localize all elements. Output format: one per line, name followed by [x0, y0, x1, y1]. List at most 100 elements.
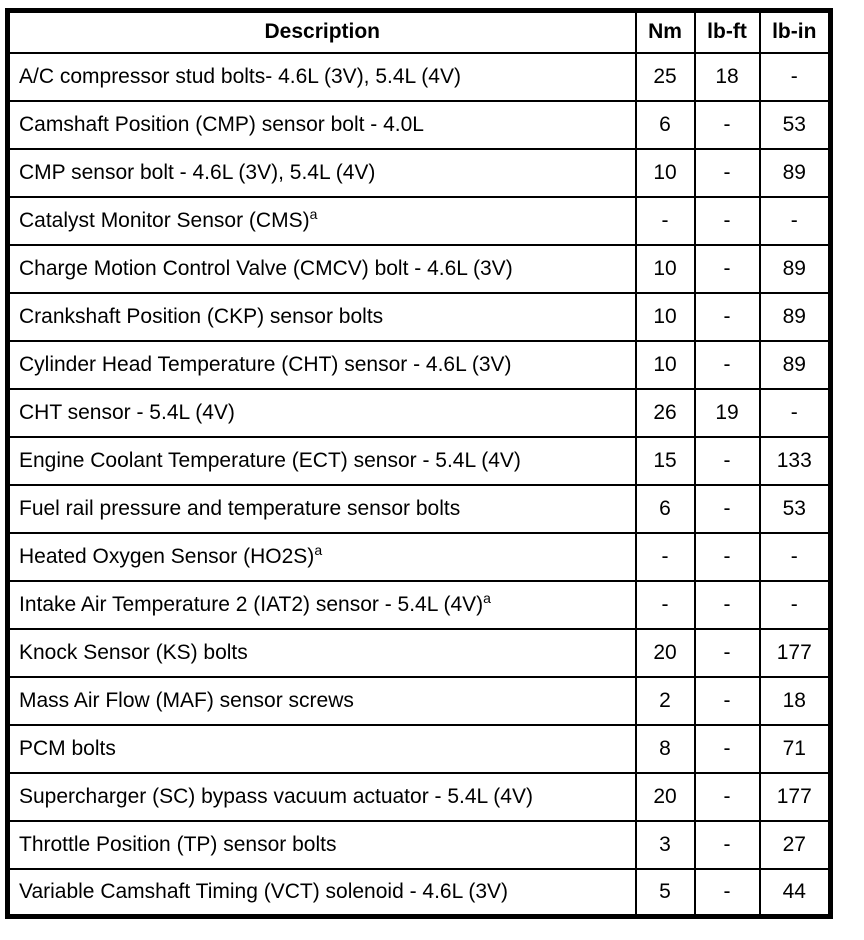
row-description-text: Mass Air Flow (MAF) sensor screws [19, 688, 354, 712]
row-description-text: Engine Coolant Temperature (ECT) sensor … [19, 448, 521, 472]
table-row: A/C compressor stud bolts- 4.6L (3V), 5.… [6, 51, 832, 102]
row-lb-in-value: - [758, 195, 832, 246]
row-description: Engine Coolant Temperature (ECT) sensor … [6, 435, 637, 486]
row-description-text: PCM bolts [19, 736, 116, 760]
row-lb-ft-value: - [693, 675, 761, 726]
row-description: Heated Oxygen Sensor (HO2S)a [6, 531, 637, 582]
row-description: PCM bolts [6, 723, 637, 774]
row-lb-ft-value: - [693, 579, 761, 630]
row-lb-ft-value: 18 [693, 51, 761, 102]
table-row: Cylinder Head Temperature (CHT) sensor -… [6, 339, 832, 390]
row-description: CMP sensor bolt - 4.6L (3V), 5.4L (4V) [6, 147, 637, 198]
row-nm-value: 26 [634, 387, 696, 438]
row-nm-value: - [634, 579, 696, 630]
row-nm-value: 8 [634, 723, 696, 774]
row-lb-in-value: 89 [758, 291, 832, 342]
row-lb-in-value: 133 [758, 435, 832, 486]
header-nm: Nm [634, 9, 696, 54]
table-body: A/C compressor stud bolts- 4.6L (3V), 5.… [6, 51, 832, 918]
row-lb-ft-value: - [693, 483, 761, 534]
row-nm-value: 10 [634, 243, 696, 294]
row-nm-value: 10 [634, 339, 696, 390]
header-row: Description Nm lb-ft lb-in [6, 9, 832, 54]
table-row: Fuel rail pressure and temperature senso… [6, 483, 832, 534]
header-lb-ft: lb-ft [693, 9, 761, 54]
table-row: Charge Motion Control Valve (CMCV) bolt … [6, 243, 832, 294]
row-lb-ft-value: - [693, 867, 761, 918]
table-row: Variable Camshaft Timing (VCT) solenoid … [6, 867, 832, 918]
table-row: Catalyst Monitor Sensor (CMS)a - - - [6, 195, 832, 246]
table-row: CHT sensor - 5.4L (4V) 26 19 - [6, 387, 832, 438]
table-row: PCM bolts 8 - 71 [6, 723, 832, 774]
row-nm-value: 20 [634, 771, 696, 822]
row-lb-ft-value: - [693, 435, 761, 486]
row-description-text: Cylinder Head Temperature (CHT) sensor -… [19, 352, 512, 376]
row-description-text: Heated Oxygen Sensor (HO2S) [19, 544, 315, 568]
row-description: A/C compressor stud bolts- 4.6L (3V), 5.… [6, 51, 637, 102]
row-nm-value: 15 [634, 435, 696, 486]
torque-spec-table: Description Nm lb-ft lb-in A/C compresso… [5, 8, 833, 919]
row-lb-ft-value: - [693, 819, 761, 870]
row-description-text: Fuel rail pressure and temperature senso… [19, 496, 461, 520]
row-lb-in-value: - [758, 579, 832, 630]
row-lb-ft-value: - [693, 291, 761, 342]
row-description-text: Variable Camshaft Timing (VCT) solenoid … [19, 879, 509, 903]
row-lb-ft-value: - [693, 339, 761, 390]
row-description: CHT sensor - 5.4L (4V) [6, 387, 637, 438]
footnote-marker: a [309, 205, 318, 222]
table-row: Engine Coolant Temperature (ECT) sensor … [6, 435, 832, 486]
row-description: Throttle Position (TP) sensor bolts [6, 819, 637, 870]
table-row: Supercharger (SC) bypass vacuum actuator… [6, 771, 832, 822]
row-lb-ft-value: - [693, 723, 761, 774]
row-description: Knock Sensor (KS) bolts [6, 627, 637, 678]
row-lb-in-value: - [758, 387, 832, 438]
row-lb-in-value: 71 [758, 723, 832, 774]
row-description-text: A/C compressor stud bolts- 4.6L (3V), 5.… [19, 64, 461, 88]
row-lb-in-value: 27 [758, 819, 832, 870]
table-row: Mass Air Flow (MAF) sensor screws 2 - 18 [6, 675, 832, 726]
row-lb-in-value: 177 [758, 627, 832, 678]
row-lb-in-value: 53 [758, 483, 832, 534]
row-description: Camshaft Position (CMP) sensor bolt - 4.… [6, 99, 637, 150]
row-description-text: Camshaft Position (CMP) sensor bolt - 4.… [19, 112, 424, 136]
row-lb-in-value: - [758, 51, 832, 102]
row-nm-value: 2 [634, 675, 696, 726]
row-nm-value: 10 [634, 291, 696, 342]
table-row: Crankshaft Position (CKP) sensor bolts 1… [6, 291, 832, 342]
row-nm-value: 20 [634, 627, 696, 678]
row-lb-ft-value: - [693, 243, 761, 294]
table-row: Camshaft Position (CMP) sensor bolt - 4.… [6, 99, 832, 150]
row-lb-ft-value: - [693, 771, 761, 822]
row-lb-in-value: 18 [758, 675, 832, 726]
row-description-text: Knock Sensor (KS) bolts [19, 640, 248, 664]
table-row: Heated Oxygen Sensor (HO2S)a - - - [6, 531, 832, 582]
row-description: Catalyst Monitor Sensor (CMS)a [6, 195, 637, 246]
row-description: Variable Camshaft Timing (VCT) solenoid … [6, 867, 637, 918]
row-description-text: Charge Motion Control Valve (CMCV) bolt … [19, 256, 513, 280]
row-description: Cylinder Head Temperature (CHT) sensor -… [6, 339, 637, 390]
row-description-text: Crankshaft Position (CKP) sensor bolts [19, 304, 384, 328]
row-description-text: CHT sensor - 5.4L (4V) [19, 400, 235, 424]
row-description: Crankshaft Position (CKP) sensor bolts [6, 291, 637, 342]
row-lb-ft-value: - [693, 531, 761, 582]
row-lb-ft-value: - [693, 147, 761, 198]
row-lb-ft-value: - [693, 627, 761, 678]
row-description: Charge Motion Control Valve (CMCV) bolt … [6, 243, 637, 294]
row-description: Fuel rail pressure and temperature senso… [6, 483, 637, 534]
row-description: Intake Air Temperature 2 (IAT2) sensor -… [6, 579, 637, 630]
footnote-marker: a [483, 589, 491, 606]
table-header: Description Nm lb-ft lb-in [6, 9, 832, 54]
row-nm-value: - [634, 531, 696, 582]
table-row: CMP sensor bolt - 4.6L (3V), 5.4L (4V) 1… [6, 147, 832, 198]
row-lb-ft-value: - [693, 195, 761, 246]
row-lb-in-value: 177 [758, 771, 832, 822]
row-description: Supercharger (SC) bypass vacuum actuator… [6, 771, 637, 822]
row-lb-ft-value: 19 [693, 387, 761, 438]
header-description: Description [6, 9, 637, 54]
row-nm-value: 25 [634, 51, 696, 102]
row-description-text: CMP sensor bolt - 4.6L (3V), 5.4L (4V) [19, 160, 376, 184]
row-lb-in-value: 53 [758, 99, 832, 150]
row-nm-value: 6 [634, 99, 696, 150]
row-nm-value: 6 [634, 483, 696, 534]
row-nm-value: - [634, 195, 696, 246]
